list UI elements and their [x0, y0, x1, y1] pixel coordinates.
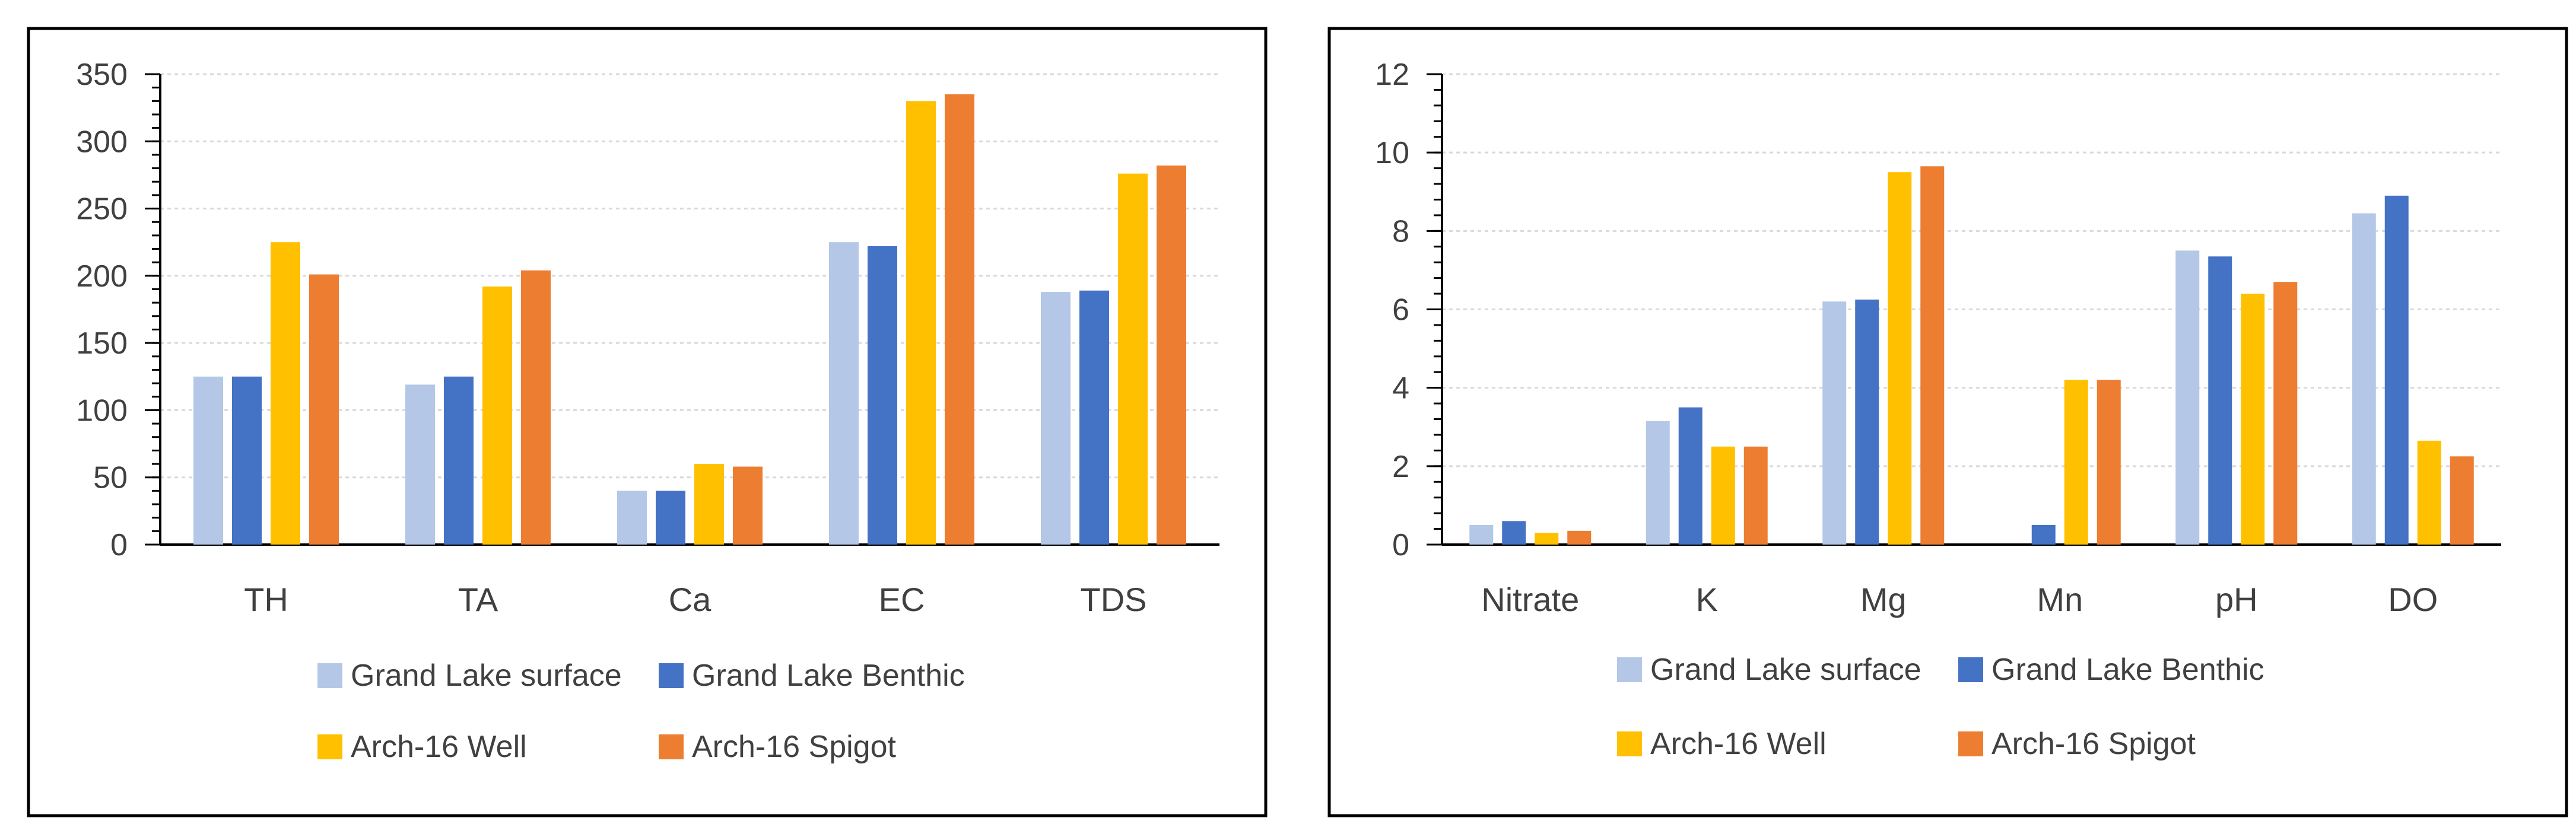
x-tick-label-mn: Mn [2037, 581, 2083, 618]
bar-ph-arch-16-spigot [2273, 282, 2298, 545]
bar-mg-grand-lake-benthic [1855, 299, 1879, 545]
bar-tds-arch-16-well [1118, 173, 1148, 545]
y-tick-label: 350 [76, 58, 128, 92]
legend-swatch-grand-lake-benthic [1958, 657, 1983, 682]
bar-ec-arch-16-well [906, 101, 936, 545]
x-tick-label-nitrate: Nitrate [1481, 581, 1579, 618]
bar-nitrate-grand-lake-benthic [1502, 521, 1526, 545]
bar-ph-grand-lake-surface [2175, 250, 2200, 545]
bar-mg-arch-16-well [1888, 172, 1912, 545]
bar-ca-grand-lake-surface [617, 491, 647, 545]
legend-swatch-arch-16-spigot [1958, 731, 1983, 756]
legend-swatch-grand-lake-surface [317, 663, 342, 688]
y-tick-label: 4 [1392, 371, 1409, 406]
bar-ec-grand-lake-benthic [868, 246, 897, 545]
legend-swatch-grand-lake-surface [1617, 657, 1642, 682]
bar-mg-grand-lake-surface [1822, 301, 1847, 545]
x-tick-label-ta: TA [458, 581, 498, 618]
bar-k-arch-16-spigot [1743, 446, 1768, 545]
bar-ta-arch-16-well [482, 286, 512, 545]
legend-label-grand-lake-surface: Grand Lake surface [1650, 653, 1921, 687]
bar-ph-arch-16-well [2241, 294, 2265, 545]
y-tick-label: 250 [76, 192, 128, 227]
y-tick-label: 50 [93, 461, 128, 495]
bar-mg-arch-16-spigot [1920, 166, 1945, 545]
y-tick-label: 10 [1375, 136, 1409, 170]
chart-frame [1327, 27, 2568, 817]
bar-ta-grand-lake-benthic [444, 376, 474, 545]
legend-swatch-arch-16-well [317, 734, 342, 759]
bar-th-grand-lake-surface [193, 376, 223, 545]
bar-k-arch-16-well [1711, 446, 1735, 545]
bar-th-arch-16-spigot [309, 274, 339, 545]
legend-swatch-arch-16-spigot [659, 734, 684, 759]
x-tick-label-k: K [1696, 581, 1718, 618]
bar-tds-grand-lake-benthic [1079, 290, 1109, 545]
bar-nitrate-arch-16-spigot [1567, 530, 1592, 545]
legend-label-arch-16-spigot: Arch-16 Spigot [1991, 727, 2196, 761]
bar-ca-arch-16-spigot [733, 466, 763, 545]
x-tick-label-do: DO [2388, 581, 2438, 618]
y-tick-label: 6 [1392, 293, 1409, 327]
bar-do-arch-16-well [2417, 440, 2441, 545]
bar-mn-arch-16-spigot [2097, 380, 2121, 545]
legend-label-grand-lake-benthic: Grand Lake Benthic [1991, 653, 2264, 687]
bar-th-grand-lake-benthic [232, 376, 262, 545]
legend-label-grand-lake-benthic: Grand Lake Benthic [692, 658, 965, 693]
legend-label-arch-16-spigot: Arch-16 Spigot [692, 730, 897, 764]
y-tick-label: 150 [76, 326, 128, 361]
legend-label-grand-lake-surface: Grand Lake surface [351, 658, 622, 693]
bar-mn-arch-16-well [2064, 380, 2088, 545]
chart-left-major-ions: 0 50 100 150 200 250 300 350 TH TA Ca EC TDS Grand La… [27, 27, 1268, 817]
chart-right-minor-params: 0 2 4 6 8 10 12 Nitrate K Mg Mn pH DO Grand Lake surf… [1327, 27, 2568, 817]
y-tick-label: 2 [1392, 450, 1409, 484]
legend-label-arch-16-well: Arch-16 Well [1650, 727, 1827, 761]
legend-label-arch-16-well: Arch-16 Well [351, 730, 527, 764]
x-tick-label-ca: Ca [669, 581, 712, 618]
y-tick-label: 200 [76, 259, 128, 294]
x-tick-label-th: TH [244, 581, 288, 618]
y-tick-label: 100 [76, 393, 128, 428]
legend-swatch-arch-16-well [1617, 731, 1642, 756]
bar-tds-grand-lake-surface [1041, 292, 1071, 545]
bar-do-arch-16-spigot [2450, 456, 2474, 545]
bar-mn-grand-lake-benthic [2031, 524, 2056, 545]
bar-th-arch-16-well [271, 242, 300, 545]
bar-do-grand-lake-benthic [2384, 195, 2409, 545]
bar-nitrate-grand-lake-surface [1469, 524, 1494, 545]
y-tick-label: 8 [1392, 214, 1409, 249]
bar-tds-arch-16-spigot [1157, 166, 1186, 545]
y-tick-label: 300 [76, 125, 128, 159]
y-tick-label: 0 [110, 528, 128, 562]
bar-do-grand-lake-surface [2352, 213, 2376, 545]
bar-k-grand-lake-benthic [1678, 407, 1702, 545]
legend-swatch-grand-lake-benthic [659, 663, 684, 688]
bar-ta-arch-16-spigot [521, 270, 551, 545]
bar-ec-grand-lake-surface [829, 242, 859, 545]
bar-ca-grand-lake-benthic [656, 491, 685, 545]
x-tick-label-mg: Mg [1860, 581, 1907, 618]
bar-ph-grand-lake-benthic [2208, 256, 2232, 545]
bar-ec-arch-16-spigot [945, 94, 974, 545]
bar-ta-grand-lake-surface [405, 384, 435, 545]
y-tick-label: 12 [1375, 58, 1409, 92]
y-tick-label: 0 [1392, 528, 1409, 562]
x-tick-label-ec: EC [879, 581, 925, 618]
bar-nitrate-arch-16-well [1535, 533, 1559, 545]
x-tick-label-ph: pH [2215, 581, 2258, 618]
x-tick-label-tds: TDS [1081, 581, 1147, 618]
bar-k-grand-lake-surface [1646, 421, 1670, 545]
bar-ca-arch-16-well [694, 464, 724, 545]
